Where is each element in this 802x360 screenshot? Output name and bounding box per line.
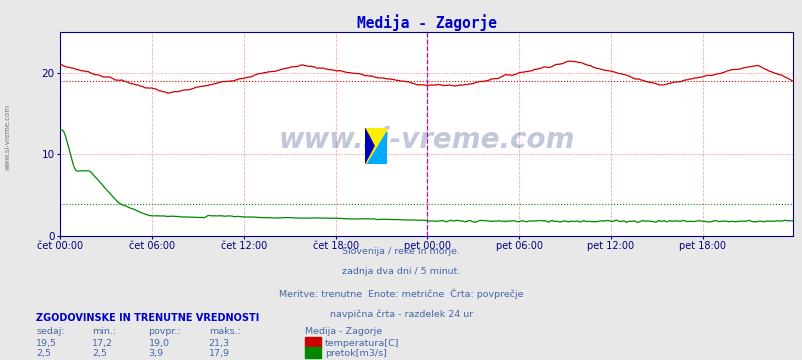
Title: Medija - Zagorje: Medija - Zagorje [356,14,496,31]
Text: temperatura[C]: temperatura[C] [325,339,399,348]
Text: maks.:: maks.: [209,327,241,336]
Text: navpična črta - razdelek 24 ur: navpična črta - razdelek 24 ur [330,309,472,319]
Text: sedaj:: sedaj: [36,327,65,336]
Text: 17,9: 17,9 [209,350,229,359]
Text: www.si-vreme.com: www.si-vreme.com [278,126,574,154]
Text: 3,9: 3,9 [148,350,164,359]
Text: 21,3: 21,3 [209,339,229,348]
Text: Meritve: trenutne  Enote: metrične  Črta: povprečje: Meritve: trenutne Enote: metrične Črta: … [279,288,523,299]
Text: zadnja dva dni / 5 minut.: zadnja dva dni / 5 minut. [342,267,460,276]
Polygon shape [364,128,387,164]
Text: Slovenija / reke in morje.: Slovenija / reke in morje. [342,247,460,256]
Text: povpr.:: povpr.: [148,327,181,336]
Text: 19,0: 19,0 [148,339,169,348]
Text: www.si-vreme.com: www.si-vreme.com [5,104,11,170]
Text: 2,5: 2,5 [36,350,51,359]
Text: Medija - Zagorje: Medija - Zagorje [305,327,382,336]
Text: ZGODOVINSKE IN TRENUTNE VREDNOSTI: ZGODOVINSKE IN TRENUTNE VREDNOSTI [36,313,259,323]
Text: 2,5: 2,5 [92,350,107,359]
Polygon shape [364,128,387,164]
Text: 19,5: 19,5 [36,339,57,348]
Polygon shape [364,128,374,164]
Text: min.:: min.: [92,327,116,336]
Text: 17,2: 17,2 [92,339,113,348]
Text: pretok[m3/s]: pretok[m3/s] [325,350,387,359]
